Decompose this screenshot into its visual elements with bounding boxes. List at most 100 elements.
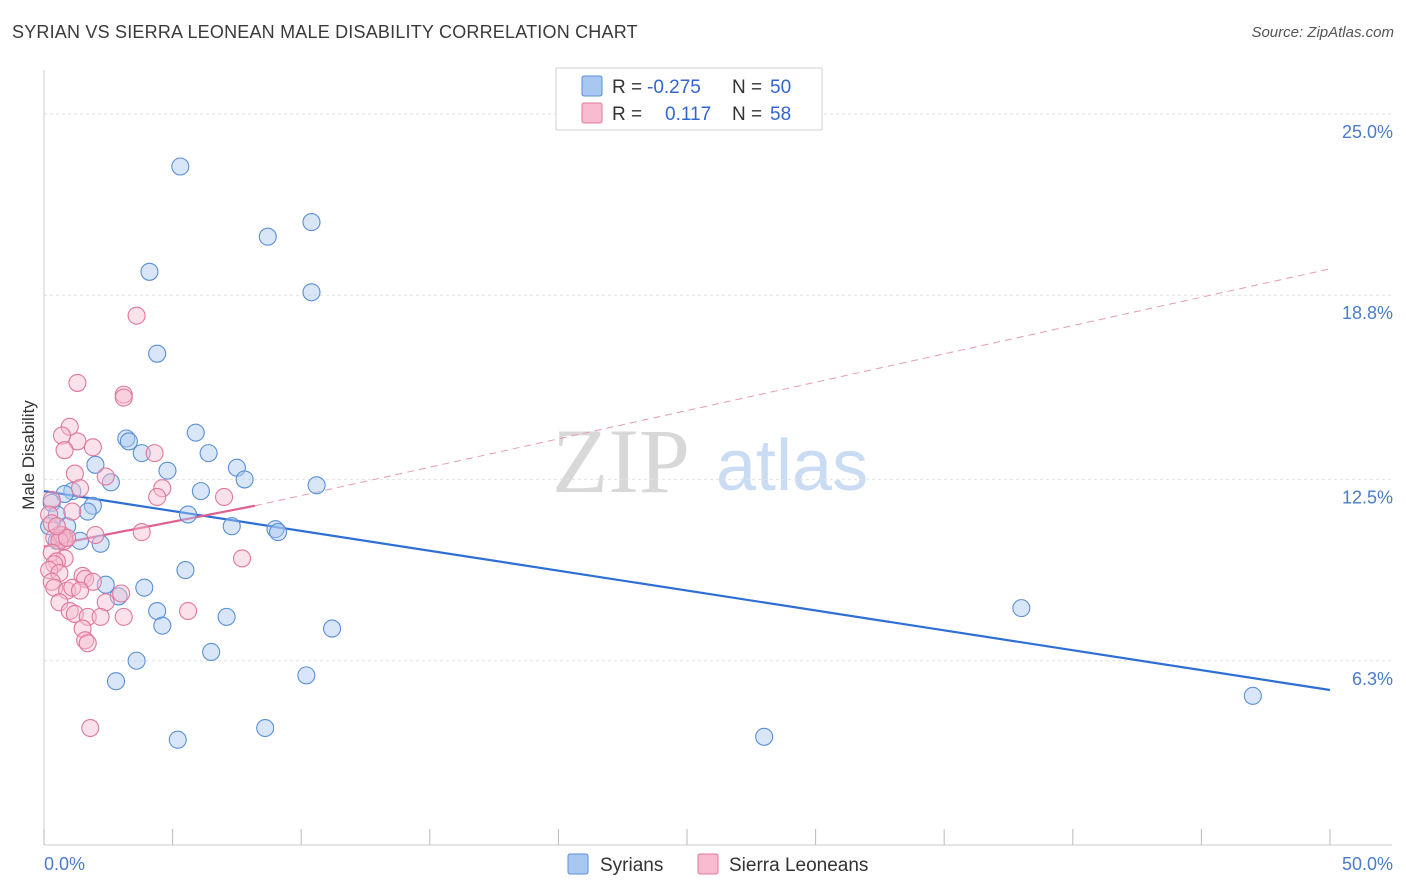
point-syrians	[258, 227, 277, 246]
point-sierra-leoneans	[148, 487, 167, 507]
point-syrians	[148, 344, 167, 363]
point-syrians	[176, 561, 195, 580]
point-sierra-leoneans	[127, 306, 146, 325]
point-syrians	[135, 578, 154, 597]
point-sierra-leoneans	[178, 601, 198, 621]
point-sierra-leoneans	[83, 438, 102, 457]
point-sierra-leoneans	[63, 502, 82, 521]
point-syrians	[199, 444, 218, 463]
point-sierra-leoneans	[52, 426, 72, 445]
point-sierra-leoneans	[153, 479, 172, 498]
point-syrians	[307, 476, 326, 495]
watermark-zip: ZIP	[552, 410, 690, 512]
point-sierra-leoneans	[81, 718, 100, 738]
point-sierra-leoneans	[114, 607, 133, 626]
point-syrians	[191, 482, 210, 501]
bottom-legend-label-syrians: Syrians	[600, 855, 663, 876]
data-points	[40, 157, 1262, 749]
point-sierra-leoneans	[145, 444, 164, 463]
trend-line-syrians	[43, 490, 1331, 692]
point-sierra-leoneans	[68, 373, 87, 392]
point-syrians	[217, 607, 236, 626]
point-syrians	[117, 429, 136, 448]
point-syrians	[266, 520, 285, 539]
y-tick-label: 25.0%	[1342, 122, 1393, 142]
point-syrians	[202, 642, 221, 662]
axes: 6.3% 12.5% 18.8% 25.0%	[43, 70, 1393, 846]
trend-lines	[43, 268, 1331, 692]
legend-r-label-syrians: R =	[612, 77, 642, 98]
legend-r-value-sierra-leoneans: 0.117	[665, 104, 711, 125]
point-syrians	[171, 157, 190, 176]
point-syrians	[127, 651, 146, 670]
legend-r-label-sierra-leoneans: R =	[612, 104, 642, 125]
point-sierra-leoneans	[114, 388, 133, 407]
point-syrians	[153, 616, 172, 635]
point-syrians	[158, 461, 177, 480]
legend-n-label-syrians: N =	[732, 77, 762, 98]
point-sierra-leoneans	[76, 631, 95, 650]
legend-n-value-syrians: 50	[770, 77, 791, 98]
point-syrians	[256, 718, 275, 738]
x-tick-label-max: 50.0%	[1342, 854, 1393, 874]
point-syrians	[235, 470, 254, 489]
y-tick-label: 6.3%	[1352, 669, 1393, 689]
point-syrians	[91, 534, 110, 553]
point-sierra-leoneans	[60, 601, 79, 621]
point-syrians	[297, 666, 316, 685]
grid-lines	[44, 113, 1392, 662]
point-syrians	[323, 619, 342, 638]
point-sierra-leoneans	[112, 584, 131, 603]
watermark-atlas: atlas	[716, 426, 868, 506]
point-sierra-leoneans	[58, 528, 77, 547]
y-tick-label: 18.8%	[1342, 303, 1393, 323]
point-sierra-leoneans	[96, 467, 115, 486]
point-sierra-leoneans	[232, 549, 252, 568]
point-sierra-leoneans	[42, 490, 61, 509]
y-axis-label: Male Disability	[19, 400, 38, 510]
x-tick-label-min: 0.0%	[44, 854, 85, 874]
point-syrians	[86, 455, 105, 474]
point-sierra-leoneans	[83, 572, 102, 591]
point-syrians	[178, 505, 198, 524]
point-syrians	[140, 262, 159, 281]
point-syrians	[83, 496, 102, 515]
trend-line-sierra-leoneans	[254, 268, 1331, 507]
point-sierra-leoneans	[45, 555, 64, 574]
trend-line-sierra-leoneans	[43, 504, 256, 548]
y-tick-label: 12.5%	[1342, 487, 1393, 507]
point-syrians	[186, 423, 205, 442]
series-legend: Syrians Sierra Leoneans	[567, 853, 868, 876]
point-syrians	[132, 444, 151, 463]
point-syrians	[302, 283, 321, 302]
point-sierra-leoneans	[132, 523, 151, 542]
point-sierra-leoneans	[91, 607, 110, 626]
legend-r-value-syrians: -0.275	[647, 77, 701, 98]
point-sierra-leoneans	[68, 432, 87, 451]
source-label: Source: ZipAtlas.com	[1251, 24, 1394, 41]
point-sierra-leoneans	[70, 479, 90, 498]
stats-legend: R = -0.275 N = 50 R = 0.117 N = 58	[555, 67, 823, 131]
point-sierra-leoneans	[47, 517, 66, 536]
point-syrians	[119, 432, 138, 451]
point-sierra-leoneans	[86, 525, 105, 545]
point-syrians	[1012, 599, 1031, 618]
point-syrians	[755, 727, 774, 746]
point-sierra-leoneans	[40, 561, 59, 580]
legend-n-value-sierra-leoneans: 58	[770, 104, 791, 125]
point-sierra-leoneans	[78, 634, 97, 653]
point-syrians	[269, 523, 288, 542]
bottom-legend-label-sierra-leoneans: Sierra Leoneans	[729, 855, 868, 876]
point-syrians	[106, 672, 126, 691]
legend-swatch-sierra-leoneans	[581, 102, 603, 124]
point-sierra-leoneans	[55, 441, 74, 460]
point-sierra-leoneans	[214, 487, 234, 507]
legend-n-label-sierra-leoneans: N =	[732, 104, 762, 125]
chart-title: SYRIAN VS SIERRA LEONEAN MALE DISABILITY…	[12, 22, 638, 42]
point-sierra-leoneans	[70, 581, 90, 600]
point-syrians	[78, 502, 97, 521]
legend-swatch-syrians	[581, 75, 603, 97]
point-sierra-leoneans	[73, 566, 92, 585]
point-syrians	[222, 517, 241, 536]
